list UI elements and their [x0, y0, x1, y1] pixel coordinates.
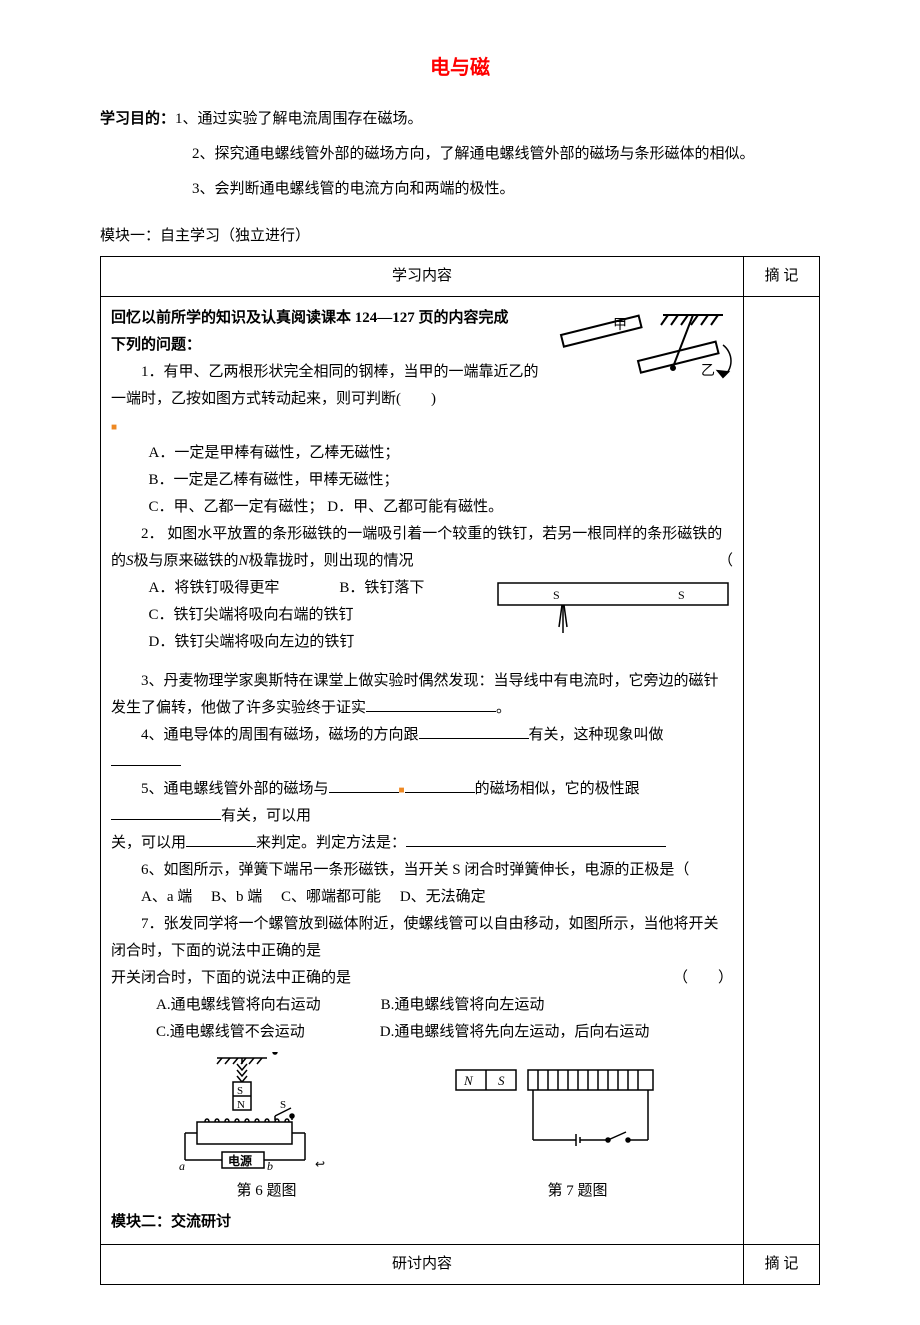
q2-label-s2: S: [678, 588, 685, 602]
q2-suffix: 极靠拢时，则出现的情况: [249, 553, 414, 569]
intro-block: 甲 乙 回忆以前所学的知识及认真阅读课本 124—127 页的内容完成 下列的问…: [111, 305, 733, 413]
module-1-table: 学习内容 摘 记: [100, 256, 820, 1285]
arrow-icon: ↩: [315, 1157, 325, 1171]
page-title: 电与磁: [100, 50, 820, 86]
q7-text: 7．张发同学将一个螺管放到磁体附近，使螺线管可以自由移动，如图所示，当他将开关闭…: [111, 911, 733, 965]
objective-2: 2、探究通电螺线管外部的磁场方向，了解通电螺线管外部的磁场与条形磁体的相似。: [100, 141, 820, 168]
q6-circuit-diagram: S N S 电源 a b ↩: [167, 1052, 337, 1172]
spacer: [111, 656, 733, 668]
q2-s-label: S: [126, 553, 134, 569]
q5-c: 有关，可以用: [221, 808, 311, 824]
q6-opt-c: C、哪端都可能: [281, 889, 381, 905]
q3-period: 。: [496, 700, 511, 716]
blank-fill: [405, 778, 475, 793]
d6-s: S: [237, 1085, 243, 1097]
q4-a: 4、通电导体的周围有磁场，磁场的方向跟: [141, 727, 419, 743]
q7-opt-a: A.通电螺线管将向右运动: [156, 997, 321, 1013]
d6-a: a: [179, 1159, 185, 1172]
header-content-2: 研讨内容: [101, 1245, 744, 1285]
objective-1-text: 1、通过实验了解电流周围存在磁场。: [175, 111, 423, 127]
q2-n-label: N: [239, 553, 249, 569]
header-content: 学习内容: [101, 257, 744, 297]
blank-fill: [111, 805, 221, 820]
label-yi: 乙: [701, 363, 715, 379]
q1-opt-a: A．一定是甲棒有磁性，乙棒无磁性；: [111, 440, 733, 467]
q1-opt-b: B．一定是乙棒有磁性，甲棒无磁性；: [111, 467, 733, 494]
caption-row: 第 6 题图 第 7 题图: [111, 1178, 733, 1205]
blank-fill: [329, 778, 399, 793]
d6-b: b: [267, 1159, 273, 1172]
q2-paren: （: [718, 548, 733, 575]
d7-n: N: [463, 1073, 474, 1088]
q1-opt-c: C．甲、乙都一定有磁性；: [149, 499, 324, 515]
q5-a: 5、通电螺线管外部的磁场与: [141, 781, 329, 797]
q7-circuit-diagram: N S: [448, 1062, 678, 1162]
q6-options: A、a 端 B、b 端 C、哪端都可能 D、无法确定: [111, 884, 733, 911]
diagram-row: S N S 电源 a b ↩: [111, 1052, 733, 1172]
q2-diagram: S S: [453, 575, 733, 645]
q2-options-block: S S A．将铁钉吸得更牢 B．铁钉落下 C．铁钉尖端将吸向右端的铁钉 D．铁钉…: [111, 575, 733, 656]
q6-opt-a: A、a 端: [141, 889, 192, 905]
q7-paren: （ ）: [673, 965, 733, 992]
table-row: 研讨内容 摘 记: [101, 1245, 820, 1285]
q1-opt-cd: C．甲、乙都一定有磁性； D．甲、乙都可能有磁性。: [111, 494, 733, 521]
q4-text: 4、通电导体的周围有磁场，磁场的方向跟 有关，这种现象叫做: [111, 722, 733, 776]
blank-fill: [111, 751, 181, 766]
blank-fill: [366, 697, 496, 712]
d6-src: 电源: [228, 1153, 252, 1168]
q7-opts-cd: C.通电螺线管不会运动 D.通电螺线管将先向左运动，后向右运动: [111, 1019, 733, 1046]
caption-6: 第 6 题图: [236, 1178, 296, 1205]
q2-opt-b: B．铁钉落下: [339, 580, 424, 596]
table-row: 学习内容 摘 记: [101, 257, 820, 297]
blank-fill: [406, 832, 666, 847]
q5-text: 5、通电螺线管外部的磁场与■的磁场相似，它的极性跟有关，可以用: [111, 776, 733, 830]
d6-n: N: [237, 1099, 245, 1111]
table-row: 甲 乙 回忆以前所学的知识及认真阅读课本 124—127 页的内容完成 下列的问…: [101, 297, 820, 1245]
module-1-label: 模块一：自主学习（独立进行）: [100, 223, 820, 250]
q2-text-b: 的S极与原来磁铁的N极靠拢时，则出现的情况 （: [111, 548, 733, 575]
q2-text-a: 2． 如图水平放置的条形磁铁的一端吸引着一个较重的铁钉，若另一根同样的条形磁铁的: [111, 521, 733, 548]
q7-opts-ab: A.通电螺线管将向右运动 B.通电螺线管将向左运动: [111, 992, 733, 1019]
q2-mid: 极与原来磁铁的: [134, 553, 239, 569]
header-notes: 摘 记: [744, 257, 820, 297]
blank-fill: [419, 724, 529, 739]
module-2-label: 模块二：交流研讨: [111, 1209, 733, 1236]
q7-text-line2: 开关闭合时，下面的说法中正确的是 （ ）: [111, 965, 733, 992]
q2-opt-a: A．将铁钉吸得更牢: [149, 580, 280, 596]
q3-text: 3、丹麦物理学家奥斯特在课堂上做实验时偶然发现：当导线中有电流时，它旁边的磁针发…: [111, 668, 733, 722]
header-notes-2: 摘 记: [744, 1245, 820, 1285]
q5-b: 的磁场相似，它的极性跟: [475, 781, 640, 797]
learning-objectives: 学习目的：1、通过实验了解电流周围存在磁场。 2、探究通电螺线管外部的磁场方向，…: [100, 106, 820, 203]
objective-1: 学习目的：1、通过实验了解电流周围存在磁场。: [100, 106, 820, 133]
q1-diagram: 甲 乙: [553, 305, 733, 405]
label-jia: 甲: [613, 318, 627, 333]
objective-3: 3、会判断通电螺线管的电流方向和两端的极性。: [100, 176, 820, 203]
d6-ssw: S: [280, 1099, 286, 1111]
q7-opt-c: C.通电螺线管不会运动: [156, 1024, 305, 1040]
q4-b: 有关，这种现象叫做: [529, 727, 664, 743]
caption-7: 第 7 题图: [547, 1178, 607, 1205]
q7-body: 7．张发同学将一个螺管放到磁体附近，使螺线管可以自由移动，如图所示，当他将开关闭…: [111, 911, 733, 965]
marker-dot-icon: ■: [111, 422, 117, 433]
q5-text-2: 关，可以用来判定。判定方法是：: [111, 830, 733, 857]
notes-cell: [744, 297, 820, 1245]
q7-opt-d: D.通电螺线管将先向左运动，后向右运动: [380, 1024, 650, 1040]
q6-opt-b: B、b 端: [211, 889, 262, 905]
q6-opt-d: D、无法确定: [400, 889, 486, 905]
objectives-label: 学习目的：: [100, 111, 175, 127]
content-cell: 甲 乙 回忆以前所学的知识及认真阅读课本 124—127 页的内容完成 下列的问…: [101, 297, 744, 1245]
q5-d: 来判定。判定方法是：: [256, 835, 406, 851]
q2-label-s1: S: [553, 588, 560, 602]
q7-opt-b: B.通电螺线管将向左运动: [381, 997, 545, 1013]
d7-s: S: [498, 1073, 505, 1088]
q1-opt-d: D．甲、乙都可能有磁性。: [327, 499, 503, 515]
blank-fill: [186, 832, 256, 847]
q6-text: 6、如图所示，弹簧下端吊一条形磁铁，当开关 S 闭合时弹簧伸长，电源的正极是（: [111, 857, 733, 884]
